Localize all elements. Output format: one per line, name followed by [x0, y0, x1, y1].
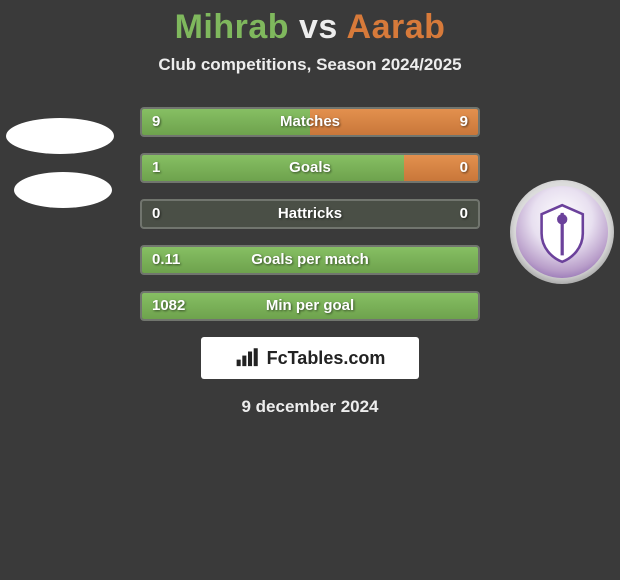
stat-label: Goals per match	[142, 247, 478, 273]
stat-label: Matches	[142, 109, 478, 135]
stat-row: Hattricks0 0	[140, 199, 480, 229]
stat-label: Hattricks	[142, 201, 478, 227]
ellipse-icon	[6, 118, 114, 154]
stats-container: Matches99Goals10Hattricks00Goals per mat…	[140, 107, 480, 321]
crest-circle	[510, 180, 614, 284]
bar-chart-icon	[235, 347, 261, 369]
stat-value-right: 9	[460, 109, 468, 135]
stat-value-left: 0.11	[152, 247, 180, 273]
stat-row: Matches9 9	[140, 107, 480, 137]
brand-text: FcTables.com	[267, 348, 386, 369]
player1-name: Mihrab	[175, 8, 289, 46]
stat-value-right: 0	[460, 155, 468, 181]
brand-badge: FcTables.com	[201, 337, 419, 379]
stat-value-left: 0	[152, 201, 160, 227]
subtitle: Club competitions, Season 2024/2025	[0, 55, 620, 75]
left-team-logo	[6, 118, 114, 208]
title-vs: vs	[299, 8, 338, 46]
stat-label: Min per goal	[142, 293, 478, 319]
stat-row: Goals1 0	[140, 153, 480, 183]
stat-value-right: 0	[460, 201, 468, 227]
right-team-logo	[510, 180, 614, 284]
crest-icon	[530, 200, 594, 264]
stat-label: Goals	[142, 155, 478, 181]
stat-row: Goals per match0.11	[140, 245, 480, 275]
player2-name: Aarab	[347, 8, 446, 46]
ellipse-icon	[14, 172, 112, 208]
stat-value-left: 1082	[152, 293, 185, 319]
stat-row: Min per goal1082	[140, 291, 480, 321]
crest-inner	[516, 186, 608, 278]
comparison-title: Mihrab vs Aarab	[0, 0, 620, 53]
stat-value-left: 9	[152, 109, 160, 135]
date-text: 9 december 2024	[0, 397, 620, 417]
stat-value-left: 1	[152, 155, 160, 181]
